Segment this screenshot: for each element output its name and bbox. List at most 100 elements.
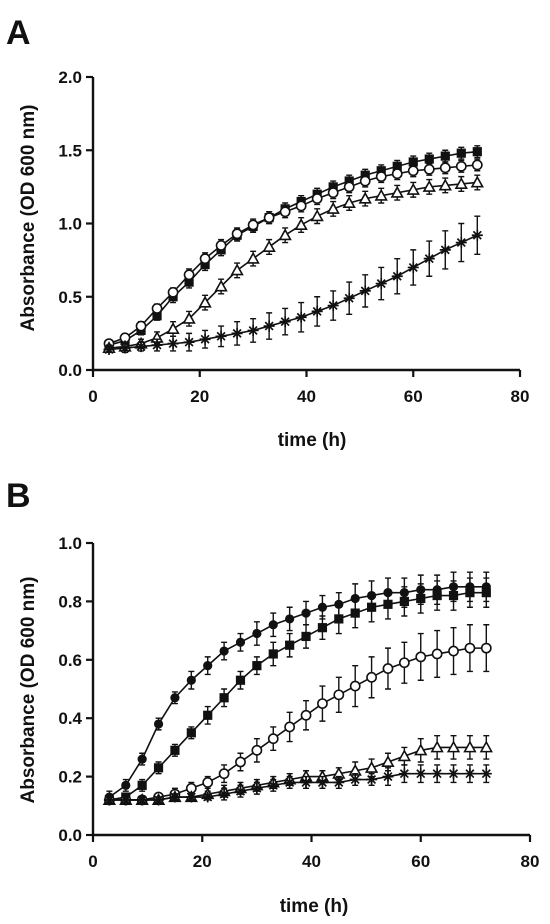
panel-b-series-3-point (284, 721, 296, 733)
panel-b-series-5-point (284, 776, 296, 788)
panel-b-series-4-point (397, 749, 412, 762)
panel-b-series-2-point (170, 745, 180, 755)
panel-a-series-2-point (151, 303, 163, 314)
panel-a-series-1-line (108, 150, 478, 346)
panel-b-x-tick-label: 0 (88, 852, 97, 871)
panel-b-series-5-point (120, 794, 132, 806)
panel-b-series-2-point (350, 608, 360, 618)
panel-a-series-3-point (198, 295, 212, 308)
panel-b-series-3-point (464, 642, 476, 654)
panel-b-series-3-point (480, 642, 492, 654)
panel-a-series-1-point (184, 277, 194, 287)
panel-a-series-4-point (311, 305, 323, 317)
panel-a-axes (91, 77, 520, 372)
panel-b-series-3-point (431, 648, 443, 660)
panel-a-series-2 (103, 158, 483, 350)
panel-b-series-5-point (153, 794, 165, 806)
panel-a-series-4-point (391, 270, 403, 282)
panel-b-series-5 (103, 764, 492, 806)
panel-b-series-1-line (108, 585, 487, 798)
panel-b-y-axis-title: Absorbance (OD 600 nm) (18, 577, 39, 804)
panel-a-series-3-point (310, 209, 324, 222)
panel-a-series-3-point (214, 279, 228, 292)
panel-b-series-3-point (267, 733, 279, 745)
panel-b-series-2-point (153, 763, 164, 773)
panel-b-x-axis-title: time (h) (280, 896, 349, 917)
panel-a-series-2-point (199, 253, 211, 265)
panel-a-series-4-point (167, 338, 179, 350)
panel-b-series-2-point (219, 693, 229, 703)
panel-b-series-5-point (185, 791, 197, 803)
panel-a-series-2-line (108, 164, 478, 345)
panel-a-series-3-point (358, 191, 372, 204)
panel-a-series-3-point (230, 263, 244, 276)
panel-a-x-tick-label: 0 (88, 387, 97, 406)
panel-a-series-4-point (375, 278, 387, 290)
panel-b-y-tick-label: 0.0 (58, 826, 82, 845)
panel-b-series-2-point (252, 661, 262, 671)
panel-a-series-4-point (455, 237, 467, 249)
panel-a-series-4-point (439, 244, 451, 256)
panel-a-letter: A (6, 14, 31, 52)
panel-a-y-tick-label: 1.5 (58, 141, 82, 160)
panel-a-x-tick-label: 20 (190, 387, 209, 406)
panel-a-series-1-point (408, 157, 418, 167)
panel-a-series-3-point (342, 196, 356, 209)
panel-b-series-2-point (317, 623, 328, 633)
panel-b-series-3-point (349, 680, 361, 692)
panel-b-series-5-point (448, 768, 460, 780)
panel-b-y-tick-label: 0.8 (58, 592, 82, 611)
panel-a-series-4-point (199, 333, 211, 345)
panel-b-series-1-point (268, 620, 278, 630)
panel-a-series-2-point (183, 269, 195, 281)
panel-b-series-2-point (432, 590, 442, 601)
panel-b-series-3-point (398, 657, 410, 669)
panel-b-series-5-point (267, 779, 279, 791)
panel-a-series-4-point (327, 300, 339, 312)
panel-b-series-5-point (169, 791, 181, 803)
panel-b-series-4-point (414, 743, 428, 756)
panel-b-series-2-point (481, 588, 491, 598)
panel-a-series-3-point (294, 218, 308, 230)
panel-a-series-3-line (108, 181, 478, 349)
panel-a-series-1-point (472, 147, 482, 157)
panel-b-letter: B (6, 477, 31, 515)
panel-a-series-2-point (375, 171, 387, 183)
panel-a-series-4-point (423, 253, 435, 265)
panel-b-series-2-point (186, 728, 196, 738)
panel-b-series-1-point (170, 693, 180, 703)
panel-a-series-4-point (295, 311, 307, 323)
panel-a-series-2-point (135, 320, 147, 332)
panel-a-series-4-point (151, 339, 163, 351)
panel-b-x-tick-label: 40 (302, 852, 321, 871)
panel-a-series-3-point (470, 175, 484, 188)
panel-a-series-2-point (215, 240, 227, 251)
panel-a-series-4-line (108, 234, 478, 351)
panel-b: B Absorbance (OD 600 nm) time (h) 0.0 0.2… (6, 477, 539, 917)
panel-a-series-2-point (231, 228, 243, 240)
panel-b-series-2-point (268, 649, 278, 659)
panel-b-series-5-point (103, 794, 115, 806)
panel-b-series-5-point (415, 768, 427, 780)
panel-b-series-1-point (219, 646, 229, 656)
panel-a-series-4-point (407, 261, 419, 273)
panel-a-series-2-point (311, 193, 323, 204)
panel-b-series-1-point (317, 602, 328, 612)
panel-b-series-2 (104, 577, 491, 805)
panel-a-series-2-point (359, 175, 371, 187)
panel-b-series-4-point (479, 740, 493, 753)
panel-a-series-3-point (374, 188, 388, 201)
panel-a-x-tick-label: 60 (404, 387, 423, 406)
panel-a-series-2-point (439, 162, 451, 174)
panel-a-series-1-point (424, 154, 434, 164)
panel-b-x-tick-label: 60 (411, 852, 430, 871)
panel-b-series-2-line (109, 591, 487, 801)
panel-a-series-3-point (182, 311, 196, 324)
panel-a-series-2-point (295, 200, 307, 212)
panel-b-series-4-point (364, 760, 379, 773)
panel-b-y-tick-label: 0.2 (58, 768, 82, 787)
panel-a-series-2-point (471, 159, 483, 171)
panel-b-series-5-point (382, 771, 394, 783)
panel-b-series-3-point (448, 645, 459, 657)
panel-a-series-3-point (406, 182, 420, 195)
